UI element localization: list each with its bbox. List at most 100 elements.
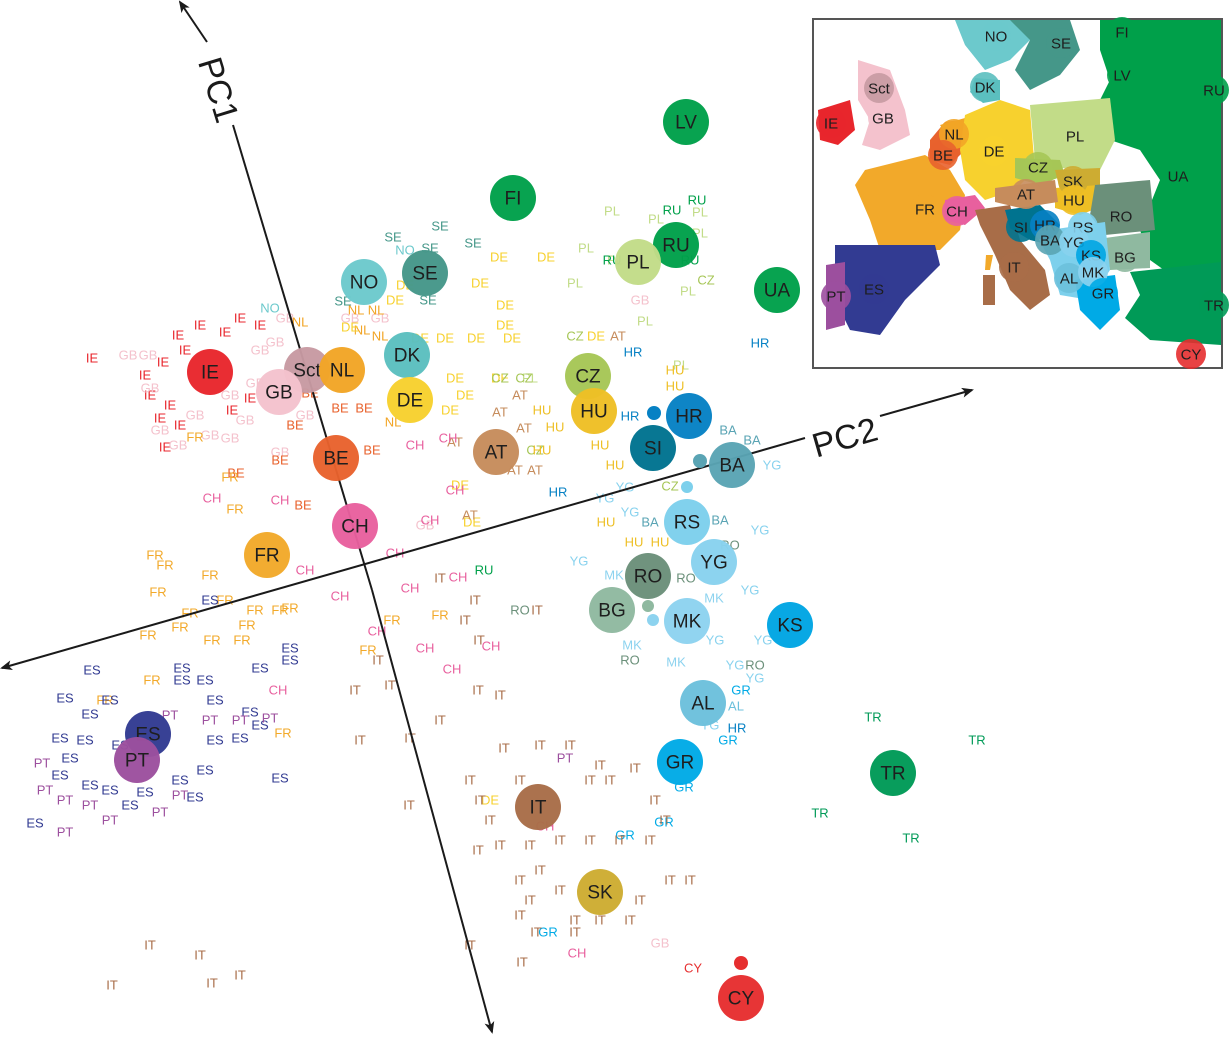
sample-label: IT — [659, 813, 671, 828]
centroid-circle — [754, 267, 800, 313]
centroid-sk: SK — [577, 869, 623, 915]
inset-country-label: GB — [872, 111, 894, 128]
sample-label: DE — [341, 320, 359, 335]
centroid-label: RO — [634, 567, 663, 588]
sample-label: IE — [226, 403, 239, 418]
centroid-gb: GB — [256, 369, 302, 415]
inset-country-sct: Sct — [864, 73, 894, 103]
sample-label: GB — [169, 438, 188, 453]
sample-label: NL — [368, 303, 385, 318]
sample-label: YG — [621, 505, 640, 520]
sample-label: CH — [203, 491, 222, 506]
centroid-ba: BA — [709, 442, 755, 488]
sample-label: YG — [746, 671, 765, 686]
centroid-hr: HR — [666, 393, 712, 439]
sample-label: FR — [171, 620, 188, 635]
centroid-circle — [653, 222, 699, 268]
sample-label: IT — [404, 731, 416, 746]
sample-label: IT — [664, 873, 676, 888]
centroid-dk: DK — [384, 332, 430, 378]
inset-country-circle — [1163, 161, 1193, 191]
centroid-bg: BG — [589, 587, 635, 633]
sample-label: GR — [654, 815, 674, 830]
sample-label: TR — [902, 831, 919, 846]
centroid-al: AL — [680, 680, 726, 726]
inset-country-label: IE — [824, 116, 838, 133]
sample-label: CH — [443, 662, 462, 677]
centroid-fi: FI — [490, 175, 536, 221]
sample-label: TR — [864, 710, 881, 725]
sample-label: GB — [236, 413, 255, 428]
sample-label: AL — [728, 699, 744, 714]
inset-country-ua: UA — [1163, 161, 1193, 191]
centroid-fr: FR — [244, 532, 290, 578]
sample-label: PT — [202, 713, 219, 728]
inset-country-dk: DK — [970, 72, 1000, 102]
centroid-ua: UA — [754, 267, 800, 313]
sample-label: GB — [631, 293, 650, 308]
centroid-circle — [577, 869, 623, 915]
sample-label: IT — [531, 603, 543, 618]
sample-label: DE — [491, 371, 509, 386]
sample-label: IT — [144, 938, 156, 953]
centroid-ro: RO — [625, 553, 671, 599]
sample-label: HU — [651, 535, 670, 550]
sample-label: DE — [386, 293, 404, 308]
sample-label: IT — [604, 773, 616, 788]
inset-country-circle — [1110, 242, 1140, 272]
centroid-label: CY — [728, 989, 755, 1010]
centroid-circle — [657, 739, 703, 785]
centroid-circle — [515, 784, 561, 830]
centroid-label: GB — [265, 383, 292, 404]
centroid-circle — [313, 435, 359, 481]
sample-label: ES — [121, 798, 139, 813]
sample-label: AT — [527, 463, 543, 478]
centroid-circle — [490, 175, 536, 221]
sample-label: BE — [294, 498, 312, 513]
sample-label: IT — [472, 683, 484, 698]
inset-country-circle — [1023, 152, 1053, 182]
pc2-axis-arrow — [879, 387, 974, 417]
centroid-circle — [666, 393, 712, 439]
sample-label: CY — [684, 961, 702, 976]
sample-label: IT — [514, 873, 526, 888]
sample-label: GB — [201, 428, 220, 443]
centroid-circle — [565, 353, 611, 399]
sample-label: IT — [584, 833, 596, 848]
sample-label: ES — [251, 661, 269, 676]
sample-label: PL — [604, 204, 620, 219]
inset-country-al: AL — [1054, 263, 1084, 293]
inset-country-de: DE — [979, 136, 1009, 166]
sample-label: IT — [459, 613, 471, 628]
inset-country-tr: TR — [1199, 290, 1229, 320]
centroid-circle — [473, 429, 519, 475]
sample-label: IT — [524, 893, 536, 908]
centroid-label: CH — [341, 517, 368, 538]
inset-country-circle — [1107, 17, 1137, 47]
sample-label: AT — [462, 508, 478, 523]
sample-label: GR — [538, 925, 558, 940]
sample-label: FR — [221, 470, 238, 485]
inset-country-label: BG — [1114, 250, 1136, 267]
sample-label: AT — [492, 405, 508, 420]
inset-country-label: UA — [1168, 169, 1189, 186]
sample-label: GB — [221, 431, 240, 446]
inset-country-label: CH — [946, 204, 968, 221]
centroid-circle — [691, 539, 737, 585]
inset-country-label: ES — [864, 282, 884, 299]
sample-label: CH — [401, 581, 420, 596]
inset-country-label: PT — [826, 289, 845, 306]
sample-label: NO — [260, 301, 280, 316]
inset-country-label: NL — [944, 127, 963, 144]
sample-label: IT — [634, 893, 646, 908]
sample-label: ES — [171, 773, 189, 788]
sample-label: IT — [464, 773, 476, 788]
inset-country-circle — [979, 136, 1009, 166]
map-region-corsica — [985, 255, 993, 270]
sample-label: IT — [594, 913, 606, 928]
sample-label: ES — [241, 705, 259, 720]
inset-country-circle — [928, 140, 958, 170]
sample-label: YG — [741, 583, 760, 598]
centroid-label: IT — [530, 798, 547, 819]
